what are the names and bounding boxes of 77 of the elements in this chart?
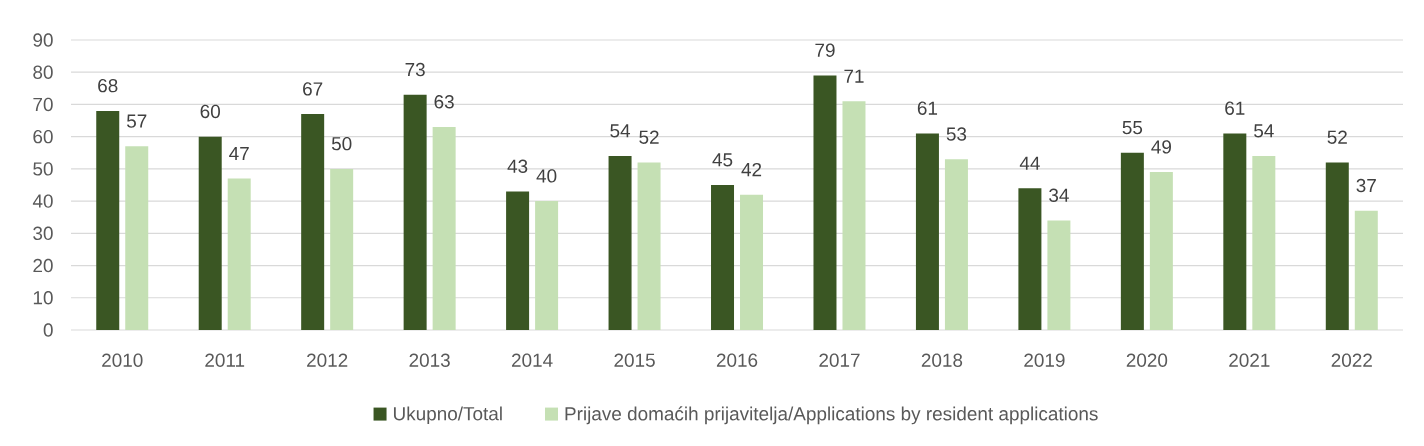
x-tick-label: 2021	[1229, 353, 1270, 367]
data-label: 55	[1122, 121, 1143, 135]
y-tick-label: 30	[33, 226, 53, 241]
x-tick-label: 2010	[102, 353, 143, 367]
data-label: 42	[741, 162, 762, 177]
y-tick-label: 90	[33, 33, 53, 47]
data-label: 37	[1356, 178, 1376, 193]
bar	[915, 133, 939, 330]
bar	[711, 184, 735, 330]
data-label: 52	[639, 130, 659, 144]
data-label: 68	[98, 78, 118, 93]
bar	[637, 162, 661, 330]
y-tick-label: 40	[32, 194, 53, 208]
bar	[1018, 188, 1042, 330]
x-tick-label: 2020	[1126, 353, 1168, 367]
data-label: 49	[1151, 140, 1171, 154]
y-tick-label: 60	[33, 129, 53, 144]
bar	[301, 114, 325, 330]
y-tick-label: 10	[33, 291, 53, 305]
data-label: 47	[229, 147, 249, 161]
bar	[813, 75, 837, 330]
data-label: 73	[405, 62, 425, 77]
bar	[1325, 162, 1349, 330]
data-label: 52	[1327, 130, 1347, 144]
data-label: 60	[200, 104, 220, 119]
bar	[403, 94, 427, 330]
data-label: 54	[1254, 124, 1274, 138]
bar	[125, 146, 149, 330]
x-tick-label: 2019	[1024, 353, 1065, 367]
bar	[330, 168, 354, 330]
x-tick-label: 2011	[205, 353, 245, 367]
x-tick-label: 2015	[614, 353, 655, 367]
x-tick-label: 2013	[409, 353, 450, 367]
bar	[535, 201, 559, 330]
data-label: 53	[946, 127, 967, 141]
data-label: 79	[815, 43, 835, 57]
data-label: 63	[434, 95, 454, 109]
data-label: 54	[610, 124, 631, 138]
bar	[608, 155, 632, 330]
bar	[506, 191, 530, 330]
x-tick-label: 2018	[921, 353, 963, 367]
x-tick-label: 2022	[1331, 353, 1372, 367]
y-tick-label: 50	[33, 162, 53, 176]
bar	[1120, 152, 1144, 330]
data-label: 44	[1019, 156, 1040, 170]
data-label: 40	[536, 169, 557, 183]
data-label: 71	[844, 69, 864, 83]
bar	[944, 159, 968, 330]
legend-label: Ukupno/Total	[393, 406, 502, 425]
data-label: 50	[331, 136, 352, 151]
y-tick-label: 80	[33, 65, 53, 79]
bar	[740, 194, 764, 330]
data-label: 67	[303, 82, 323, 96]
data-label: 61	[1225, 101, 1245, 115]
bar	[1354, 210, 1378, 330]
bar	[842, 101, 866, 330]
data-label: 45	[712, 153, 733, 167]
data-label: 43	[507, 159, 528, 173]
bar	[1223, 133, 1247, 330]
legend-label: Prijave domaćih prijavitelja/Applications by resident applications	[565, 406, 1098, 425]
bar	[227, 178, 251, 330]
x-tick-label: 2017	[819, 353, 860, 367]
x-tick-label: 2014	[511, 353, 553, 367]
x-tick-label: 2012	[307, 353, 348, 367]
y-tick-label: 0	[43, 323, 53, 337]
y-tick-label: 70	[33, 97, 53, 112]
bar	[1047, 220, 1071, 330]
data-label: 34	[1049, 188, 1069, 202]
data-label: 61	[917, 101, 938, 115]
data-label: 57	[126, 114, 147, 128]
bar	[1252, 155, 1276, 330]
bar	[1149, 172, 1173, 330]
bar	[432, 126, 456, 330]
bar	[96, 110, 120, 330]
bar	[198, 136, 222, 330]
x-tick-label: 2016	[716, 353, 758, 367]
y-tick-label: 20	[33, 258, 53, 273]
